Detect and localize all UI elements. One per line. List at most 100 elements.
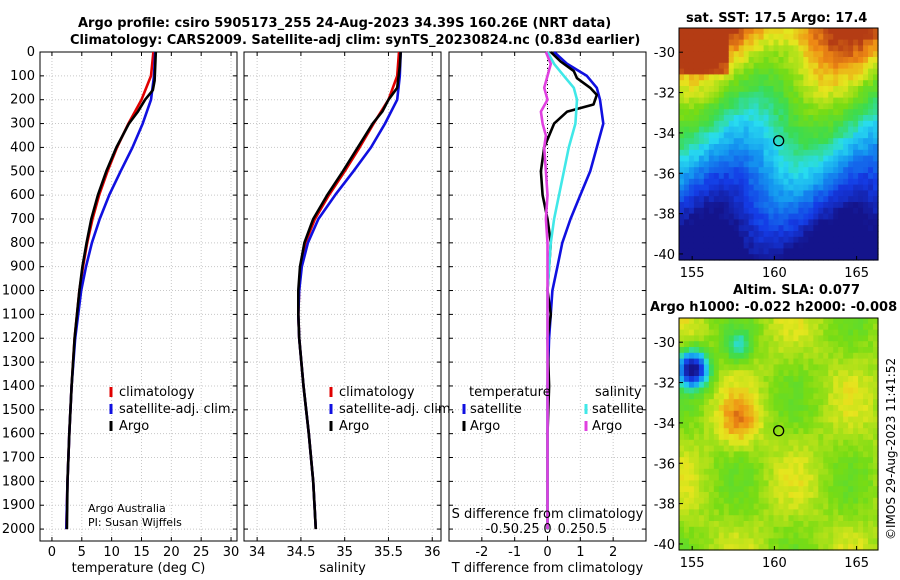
map-cell [868, 358, 874, 365]
map-cell [868, 236, 874, 244]
map-cell [718, 439, 725, 447]
map-cell [753, 132, 760, 139]
map-cell [683, 155, 690, 162]
map-cell [688, 120, 695, 128]
map-cell [843, 68, 849, 75]
map-cell [773, 196, 780, 203]
map-cell [763, 57, 770, 64]
map-cell [858, 544, 864, 551]
map-cell [758, 538, 765, 545]
map-cell [823, 126, 829, 133]
map-cell [843, 190, 849, 197]
map-cell [748, 503, 755, 510]
map-cell [828, 364, 834, 371]
map-cell [748, 457, 755, 464]
map-cell [873, 97, 879, 104]
series-line-argo-s [539, 51, 553, 530]
map-cell [808, 248, 814, 255]
map-cell [868, 352, 874, 360]
map-cell [688, 213, 695, 220]
map-cell [753, 225, 760, 232]
map-cell [853, 33, 859, 41]
legend-label: Argo [470, 419, 500, 434]
map-cell [863, 376, 869, 383]
map-cell [723, 248, 730, 255]
map-cell [763, 62, 770, 70]
map-cell [848, 33, 854, 41]
float-location-marker [773, 425, 785, 437]
map-cell [743, 51, 750, 58]
map-cell [708, 231, 715, 238]
map-cell [723, 341, 730, 348]
map-cell [843, 521, 849, 528]
map-cell [728, 422, 735, 429]
map-cell [783, 248, 790, 255]
footnote-pi: PI: Susan Wijffels [88, 516, 182, 529]
map-cell [843, 28, 849, 35]
map-cell [738, 492, 745, 499]
map-cell [679, 167, 685, 174]
map-cell [748, 97, 755, 104]
map-cell [688, 387, 695, 394]
map-cell [828, 393, 834, 400]
map-cell [698, 213, 705, 220]
map-cell [708, 521, 715, 528]
map-cell [853, 86, 859, 93]
map-cell [703, 184, 710, 191]
map-cell [808, 57, 814, 64]
map-cell [728, 532, 735, 539]
map-cell [683, 225, 690, 232]
map-cell [773, 352, 780, 360]
map-cell [873, 457, 879, 464]
map-cell [863, 219, 869, 226]
map-cell [833, 405, 839, 412]
map-cell [738, 126, 745, 133]
map-cell [858, 184, 864, 191]
map-cell [683, 486, 690, 493]
map-cell [783, 207, 790, 215]
map-cell [833, 509, 839, 516]
x-tick-label: 30 [223, 545, 240, 560]
map-cell [693, 509, 700, 516]
map-cell [863, 399, 869, 406]
map-cell [818, 74, 824, 81]
map-cell [763, 219, 770, 226]
map-cell [778, 33, 785, 41]
map-cell [838, 515, 844, 522]
map-cell [698, 503, 705, 510]
map-cell [843, 335, 849, 342]
map-cell [679, 439, 685, 447]
map-cell [768, 28, 775, 35]
map-cell [838, 463, 844, 470]
x-tick-label: 1 [576, 545, 584, 560]
map-cell [793, 103, 799, 110]
map-cell [818, 399, 824, 406]
map-cell [808, 120, 814, 128]
map-cell [858, 97, 864, 104]
map-cell [768, 526, 775, 534]
map-cell [723, 236, 730, 244]
map-cell [853, 144, 859, 151]
map-cell [753, 97, 760, 104]
map-cell [873, 231, 879, 238]
map-cell [798, 62, 804, 70]
s-diff-axis-label: S difference from climatology [452, 507, 644, 522]
map-cell [863, 190, 869, 197]
map-cell [768, 410, 775, 418]
map-cell [768, 173, 775, 180]
map-cell [698, 254, 705, 261]
map-cell [748, 538, 755, 545]
map-cell [823, 393, 829, 400]
map-cell [768, 463, 775, 470]
map-cell [763, 103, 770, 110]
map-cell [703, 62, 710, 70]
map-cell [803, 341, 809, 348]
map-cell [838, 358, 844, 365]
map-cell [843, 422, 849, 429]
map-cell [738, 329, 745, 336]
map-cell [818, 190, 824, 197]
map-cell [813, 109, 819, 116]
map-cell [778, 370, 785, 377]
map-cell [783, 149, 790, 157]
map-cell [818, 254, 824, 261]
